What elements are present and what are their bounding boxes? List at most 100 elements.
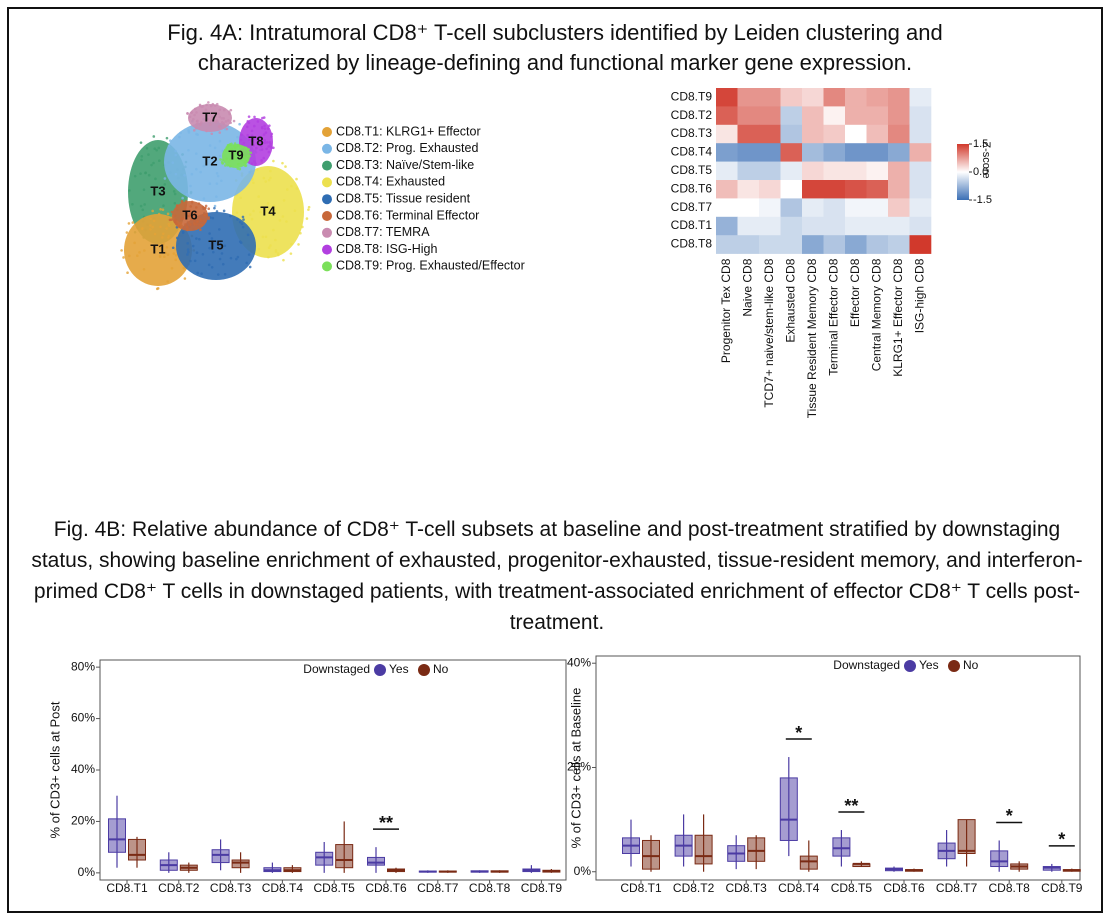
heat-cell bbox=[823, 180, 846, 199]
cluster-cell bbox=[208, 246, 211, 250]
cluster-cell bbox=[225, 146, 229, 149]
cluster-cell bbox=[235, 257, 238, 261]
cluster-label: T8 bbox=[248, 133, 263, 148]
cluster-cell bbox=[278, 219, 282, 222]
heat-cell bbox=[866, 235, 889, 254]
cluster-cell bbox=[250, 129, 254, 133]
heat-cell bbox=[866, 161, 889, 181]
cluster-cell bbox=[293, 209, 297, 212]
cluster-cell bbox=[181, 231, 185, 234]
cluster-cell bbox=[213, 206, 216, 210]
cluster-cell bbox=[199, 170, 202, 174]
legend-swatch bbox=[322, 227, 332, 238]
cluster-cell bbox=[244, 164, 247, 168]
box bbox=[747, 837, 766, 862]
y-tick-label: 0% bbox=[78, 865, 96, 879]
cluster-cell bbox=[260, 126, 264, 130]
cluster-cell bbox=[236, 144, 239, 148]
cluster-cell bbox=[166, 280, 169, 283]
heat-cell bbox=[866, 143, 889, 162]
cluster-cell bbox=[193, 113, 196, 117]
cluster-cell bbox=[267, 255, 270, 259]
cluster-cell bbox=[164, 251, 168, 255]
cluster-cell bbox=[174, 153, 177, 157]
cluster-cell bbox=[209, 104, 213, 108]
cluster-cell bbox=[220, 120, 224, 124]
cluster-cell bbox=[170, 266, 174, 270]
cluster-cell bbox=[267, 150, 271, 154]
cluster-cell bbox=[173, 192, 177, 196]
cluster-cell bbox=[153, 147, 157, 151]
cluster-cell bbox=[150, 163, 153, 167]
heat-cell bbox=[737, 161, 760, 181]
cluster-cell bbox=[214, 115, 218, 118]
cluster-cell bbox=[282, 199, 286, 202]
cluster-cell bbox=[193, 218, 196, 221]
legend-swatch bbox=[322, 177, 332, 188]
row-label: CD8.T2 bbox=[671, 108, 713, 122]
cluster-cell bbox=[242, 155, 245, 159]
cluster-cell bbox=[236, 255, 240, 259]
caption-b: Fig. 4B: Relative abundance of CD8⁺ T-ce… bbox=[31, 518, 1083, 634]
cluster-label: T3 bbox=[150, 183, 165, 198]
cluster-cell bbox=[268, 124, 271, 127]
legend-label: No bbox=[433, 662, 449, 676]
cluster-cell bbox=[247, 150, 250, 154]
legend-swatch bbox=[322, 211, 332, 221]
cluster-cell bbox=[215, 195, 218, 198]
cluster-cell bbox=[194, 126, 198, 130]
cluster-cell bbox=[248, 170, 252, 174]
cluster-cell bbox=[139, 172, 142, 175]
cluster-cell bbox=[187, 131, 191, 134]
cluster-cell bbox=[133, 241, 136, 245]
heat-cell bbox=[737, 216, 760, 236]
row-label: CD8.T5 bbox=[671, 163, 713, 177]
cluster-cell bbox=[204, 156, 207, 160]
box bbox=[315, 851, 334, 866]
cluster-cell bbox=[237, 153, 241, 157]
cluster-cell bbox=[126, 271, 129, 275]
cluster-cell bbox=[247, 253, 251, 256]
heat-cell bbox=[716, 143, 738, 162]
heat-cell bbox=[909, 143, 932, 162]
box bbox=[694, 834, 713, 865]
heat-cell bbox=[780, 161, 803, 181]
cluster-cell bbox=[236, 218, 239, 221]
cluster-cell bbox=[161, 232, 165, 236]
significance-label: * bbox=[1006, 806, 1013, 826]
cluster-cell bbox=[264, 235, 268, 239]
legend-label: CD8.T7: TEMRA bbox=[336, 225, 430, 239]
cluster-cell bbox=[186, 228, 189, 232]
cluster-cell bbox=[260, 148, 264, 151]
cluster-cell bbox=[187, 129, 190, 132]
x-tick-label: CD8.T9 bbox=[1041, 881, 1083, 895]
cluster-cell bbox=[221, 158, 225, 162]
cluster-cell bbox=[162, 255, 166, 259]
colorbar-title: Z-score bbox=[980, 141, 992, 178]
cluster-cell bbox=[207, 216, 211, 219]
cluster-cell bbox=[257, 195, 260, 198]
cluster-cell bbox=[173, 201, 177, 205]
heat-cell bbox=[888, 124, 910, 144]
cluster-cell bbox=[143, 249, 146, 252]
cluster-cell bbox=[234, 150, 238, 153]
cluster-cell bbox=[247, 148, 250, 151]
cluster-cell bbox=[228, 111, 231, 115]
cluster-cell bbox=[140, 158, 143, 162]
heat-cell bbox=[888, 180, 910, 199]
cluster-cell bbox=[257, 136, 261, 139]
cluster-cell bbox=[198, 223, 202, 226]
cluster-cell bbox=[238, 151, 242, 154]
cluster-cell bbox=[186, 242, 189, 245]
cluster-cell bbox=[253, 160, 256, 163]
cluster-cell bbox=[218, 131, 222, 134]
cluster-cell bbox=[204, 118, 207, 122]
x-tick-label: CD8.T2 bbox=[673, 881, 715, 895]
heat-cell bbox=[909, 216, 932, 236]
cluster-cell bbox=[199, 217, 202, 221]
y-tick-label: 80% bbox=[71, 659, 95, 673]
cluster-cell bbox=[151, 225, 155, 229]
cluster-cell bbox=[170, 210, 174, 214]
cluster-cell bbox=[175, 236, 179, 240]
legend-label: CD8.T2: Prog. Exhausted bbox=[336, 141, 478, 155]
